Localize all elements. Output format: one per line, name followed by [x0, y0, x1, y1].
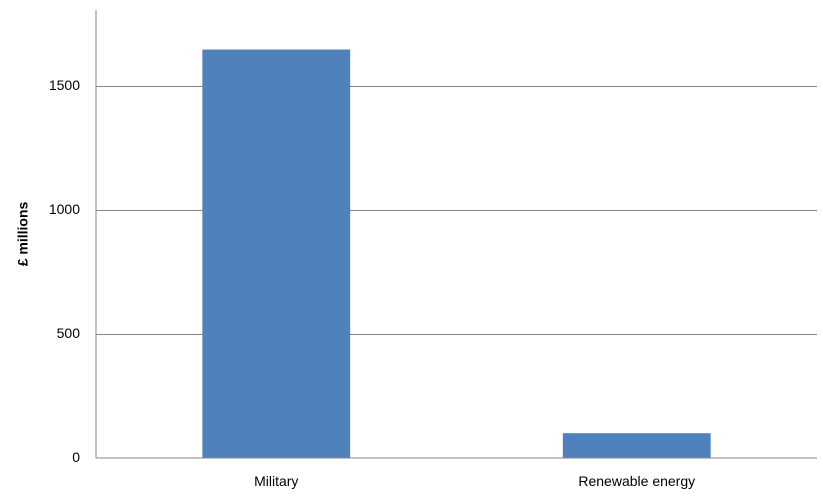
bar	[202, 49, 351, 458]
y-tick-label: 0	[72, 449, 80, 465]
y-tick-label: 1000	[49, 201, 80, 217]
bars	[202, 49, 711, 458]
axes	[95, 10, 817, 459]
x-tick-label: Military	[254, 473, 298, 489]
bar	[562, 433, 711, 458]
x-tick-label: Renewable energy	[578, 473, 695, 489]
y-axis-title: £ millions	[15, 202, 31, 267]
tick-labels: 0 500 1000 1500 Military Renewable energy	[49, 77, 695, 489]
y-tick-label: 500	[57, 325, 81, 341]
y-tick-label: 1500	[49, 77, 80, 93]
